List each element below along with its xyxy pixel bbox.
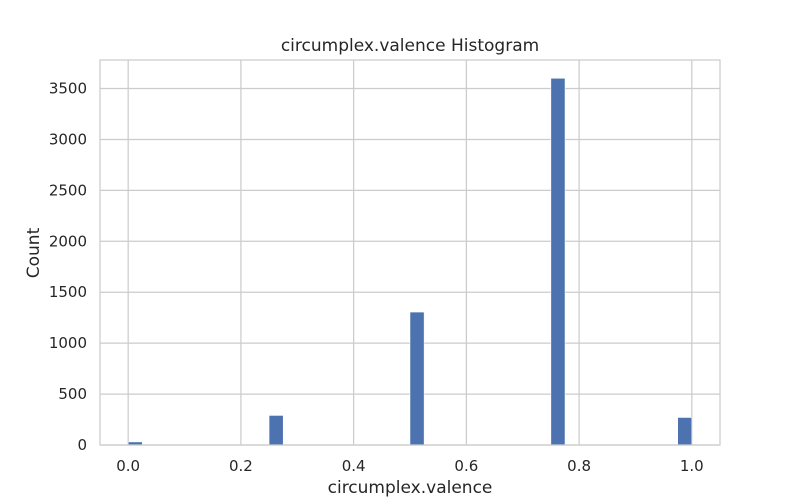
chart-title: circumplex.valence Histogram bbox=[281, 36, 539, 56]
y-tick-label: 2500 bbox=[49, 181, 87, 199]
y-tick-label: 0 bbox=[77, 436, 87, 454]
grid-lines bbox=[100, 60, 720, 446]
y-tick-label: 1000 bbox=[49, 334, 87, 352]
x-tick-labels: 0.0 0.2 0.4 0.6 0.8 1.0 bbox=[116, 457, 703, 475]
y-tick-label: 2000 bbox=[49, 232, 87, 250]
y-tick-label: 1500 bbox=[49, 283, 87, 301]
x-tick-label: 0.8 bbox=[567, 457, 591, 475]
x-tick-label: 0.6 bbox=[454, 457, 478, 475]
x-tick-label: 1.0 bbox=[680, 457, 704, 475]
x-tick-label: 0.0 bbox=[116, 457, 140, 475]
y-axis-label: Count bbox=[24, 227, 44, 278]
y-tick-label: 500 bbox=[58, 385, 87, 403]
y-tick-label: 3000 bbox=[49, 130, 87, 148]
x-axis-label: circumplex.valence bbox=[328, 478, 493, 498]
y-tick-labels: 0 500 1000 1500 2000 2500 3000 3500 bbox=[49, 80, 87, 454]
histogram-bar bbox=[550, 78, 566, 446]
plot-area-frame bbox=[99, 59, 721, 446]
histogram-bar bbox=[677, 417, 693, 446]
x-tick-label: 0.4 bbox=[342, 457, 366, 475]
y-tick-label: 3500 bbox=[49, 80, 87, 98]
histogram-bar bbox=[409, 311, 425, 446]
histogram-bars bbox=[127, 78, 693, 446]
histogram-bar bbox=[268, 415, 284, 446]
x-tick-label: 0.2 bbox=[229, 457, 253, 475]
